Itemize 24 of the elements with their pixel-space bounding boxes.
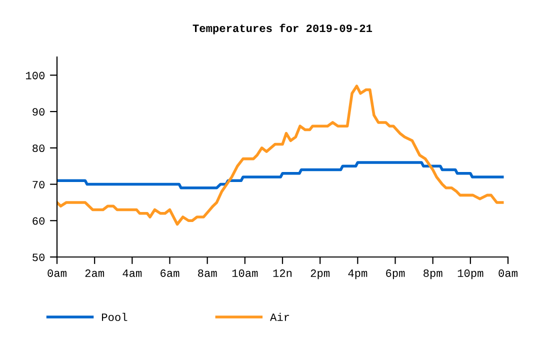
x-tick-label: 2am — [85, 269, 104, 277]
y-tick-label: 100 — [26, 72, 45, 80]
x-tick-label: 8pm — [424, 269, 442, 280]
x-tick-label: 4am — [122, 270, 142, 277]
x-tick-label: 4pm — [348, 270, 368, 280]
x-tick-label: 0am — [48, 269, 66, 277]
y-tick-label: 90 — [32, 108, 45, 116]
x-tick-label: 2pm — [310, 269, 330, 280]
y-tick-label: 70 — [32, 180, 45, 188]
y-tick-label: 60 — [32, 217, 45, 225]
line-series — [57, 161, 504, 190]
y-tick-label: 80 — [32, 144, 45, 152]
x-tick-label: 6pm — [386, 269, 405, 280]
line-series — [57, 84, 504, 226]
y-tick-label: 50 — [32, 254, 45, 262]
x-tick-label: 10pm — [458, 269, 484, 280]
x-tick-label: 6am — [160, 269, 180, 277]
x-tick-label: 12n — [273, 269, 292, 277]
x-tick-label: 0am — [498, 269, 518, 277]
legend-label: Pool — [102, 312, 128, 322]
x-tick-label: 10am — [232, 269, 258, 277]
legend-label: Air — [270, 312, 290, 321]
chart-title: Temperatures for 2019-09-21 — [192, 24, 372, 34]
x-tick-label: 8am — [198, 269, 217, 277]
